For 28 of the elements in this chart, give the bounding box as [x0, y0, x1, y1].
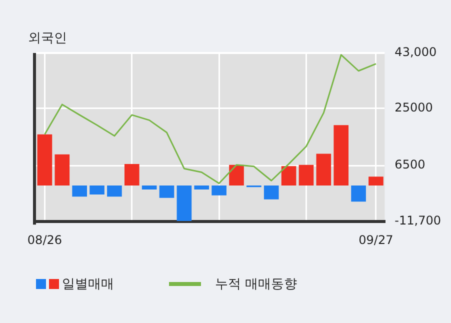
bar — [229, 164, 244, 186]
bar — [142, 186, 157, 190]
bar — [334, 125, 349, 186]
bar — [176, 186, 192, 221]
chart-title: 외국인 — [28, 30, 67, 47]
bar — [72, 186, 87, 197]
x-tick-label: 08/26 — [27, 232, 62, 247]
bar — [212, 186, 226, 196]
bar — [368, 176, 384, 186]
bar — [159, 186, 174, 198]
bar — [107, 186, 122, 197]
x-tick-label: 09/27 — [358, 232, 394, 247]
bar — [124, 164, 140, 186]
bar — [351, 186, 366, 202]
y-tick-label: 43,000 — [394, 45, 437, 60]
bar — [54, 154, 70, 186]
bar — [298, 164, 314, 186]
y-tick-label: 25000 — [394, 100, 433, 115]
bar — [90, 186, 104, 194]
bar — [194, 186, 210, 190]
bar — [281, 166, 296, 186]
bar — [37, 134, 52, 186]
y-tick-label: 6500 — [394, 158, 426, 172]
legend-label: 누적 매매동향 — [215, 276, 298, 293]
legend-label: 일별매매 — [62, 276, 114, 293]
bar — [316, 154, 332, 186]
y-tick-label: -11,700 — [394, 214, 442, 228]
bar — [264, 186, 279, 200]
